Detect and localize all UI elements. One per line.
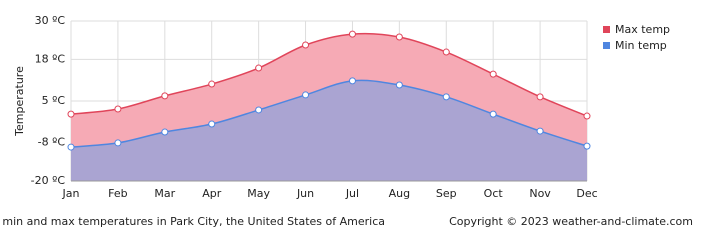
y-axis-label: Temperature <box>13 66 26 137</box>
y-tick-label: -8 ºC <box>38 136 66 149</box>
data-point <box>67 110 75 118</box>
legend-label: Min temp <box>615 39 667 52</box>
data-point <box>208 80 216 88</box>
data-point <box>583 142 591 150</box>
data-point <box>489 110 497 118</box>
x-tick-label: Jan <box>62 187 80 200</box>
x-tick-label: Sep <box>436 187 457 200</box>
y-tick-label: -20 ºC <box>31 174 66 187</box>
x-tick-label: Jun <box>296 187 314 200</box>
x-tick-label: Aug <box>389 187 410 200</box>
x-tick-label: Apr <box>202 187 222 200</box>
data-point <box>161 92 169 100</box>
y-tick-label: 5 ºC <box>42 94 66 107</box>
data-point <box>302 91 310 99</box>
caption: Average min and max temperatures in Park… <box>0 215 385 228</box>
legend-swatch <box>603 42 610 49</box>
chart: Temperature Average min and max temperat… <box>0 14 693 228</box>
data-point <box>348 77 356 85</box>
x-tick-label: Oct <box>484 187 504 200</box>
data-point <box>255 64 263 72</box>
data-point <box>442 48 450 56</box>
x-tick-label: Feb <box>108 187 127 200</box>
data-point <box>255 106 263 114</box>
data-point <box>536 93 544 101</box>
data-point <box>114 105 122 113</box>
data-point <box>161 128 169 136</box>
series-line <box>70 79 588 148</box>
x-tick-label: Jul <box>345 187 359 200</box>
y-tick-label: 30 ºC <box>35 14 66 27</box>
data-point <box>114 139 122 147</box>
y-tick-label: 18 ºC <box>35 52 66 65</box>
series-line <box>70 32 588 117</box>
area-fill <box>71 80 587 181</box>
data-point <box>442 93 450 101</box>
legend-label: Max temp <box>615 23 670 36</box>
data-point <box>489 70 497 78</box>
copyright: Copyright © 2023 weather-and-climate.com <box>449 215 693 228</box>
x-tick-label: Dec <box>576 187 597 200</box>
data-point <box>302 41 310 49</box>
data-point <box>536 127 544 135</box>
data-point <box>395 81 403 89</box>
data-point <box>583 112 591 120</box>
x-tick-label: Mar <box>154 187 175 200</box>
data-point <box>348 30 356 38</box>
data-point <box>67 143 75 151</box>
data-point <box>208 120 216 128</box>
x-tick-label: Nov <box>529 187 551 200</box>
x-tick-label: May <box>247 187 270 200</box>
data-point <box>395 33 403 41</box>
legend-swatch <box>603 26 610 33</box>
